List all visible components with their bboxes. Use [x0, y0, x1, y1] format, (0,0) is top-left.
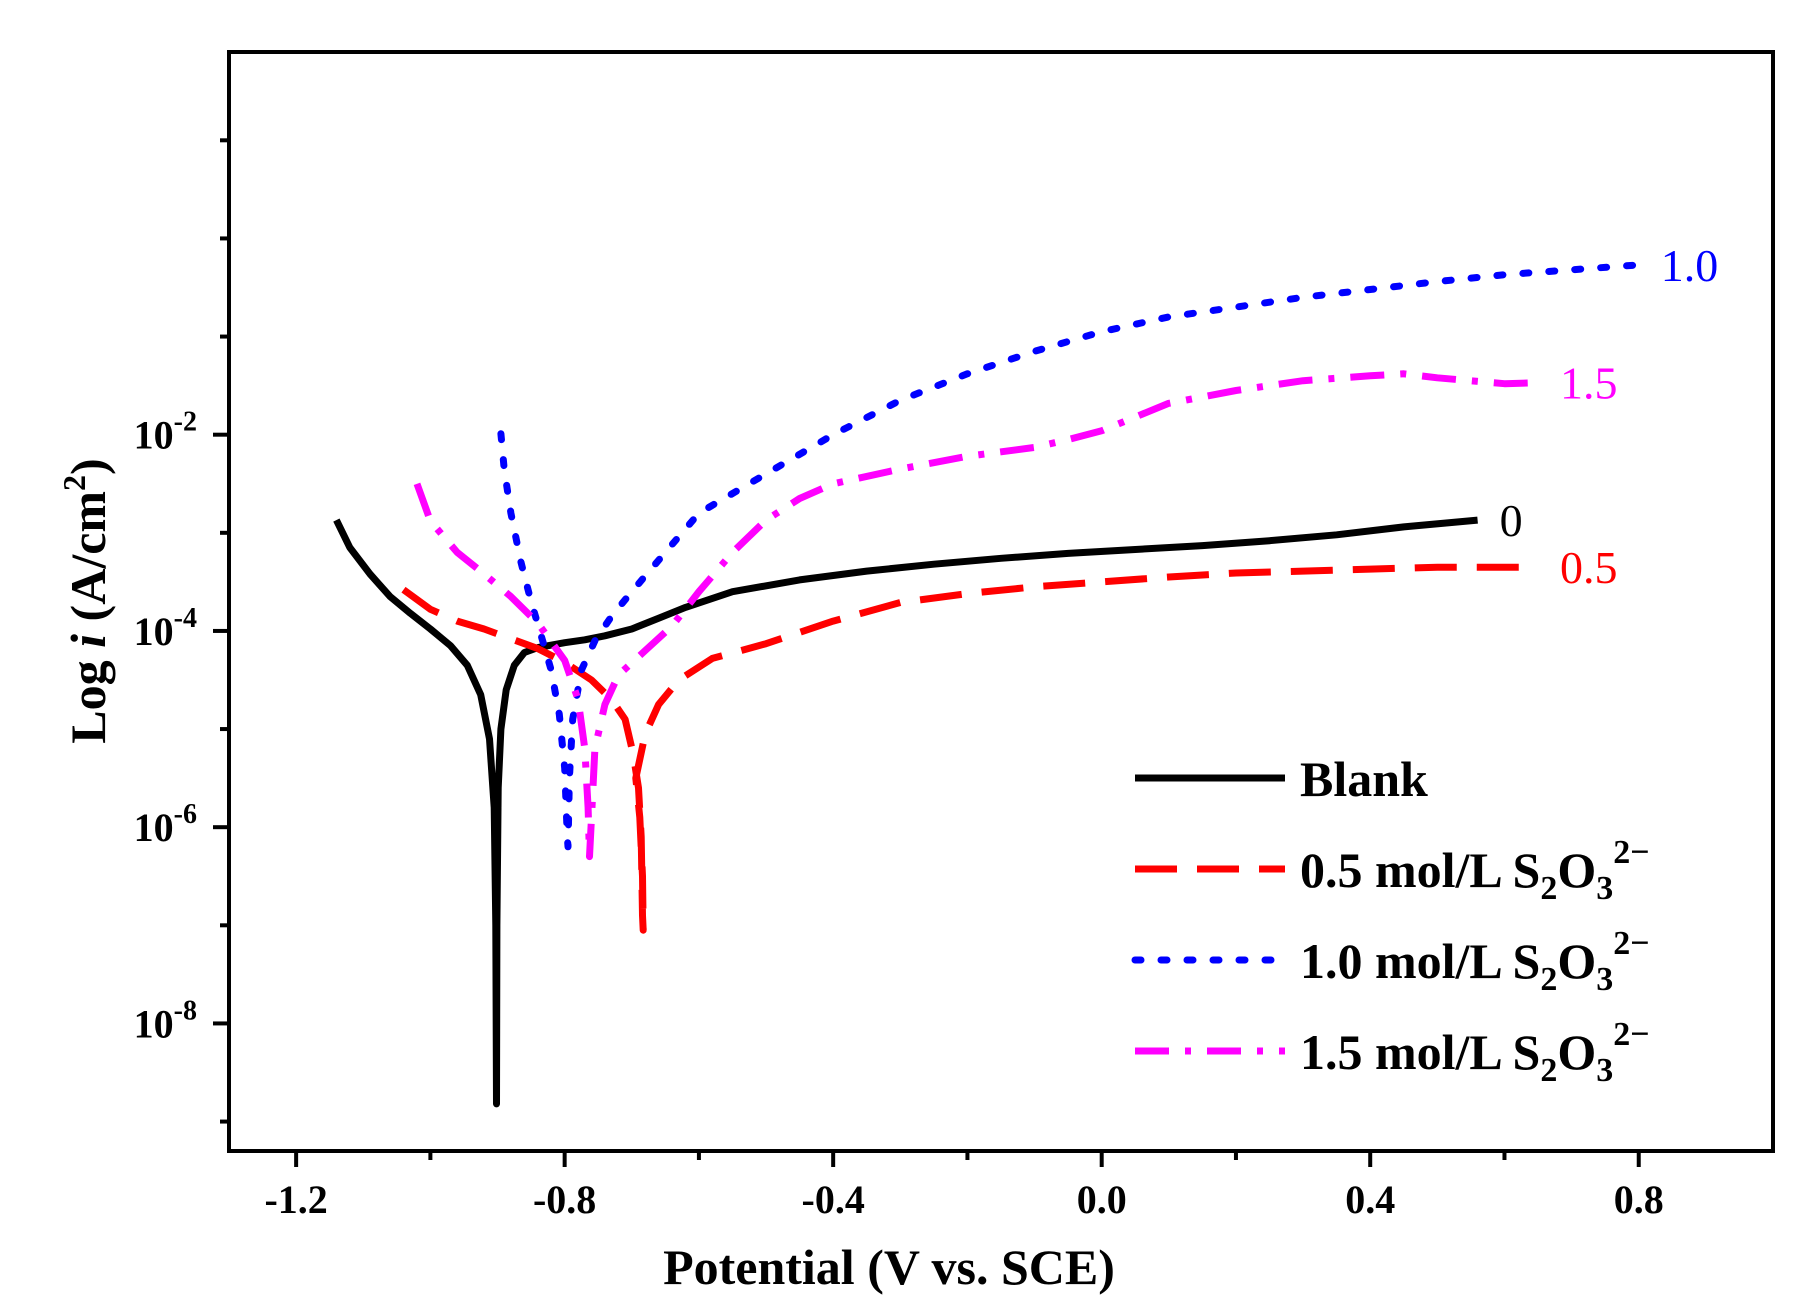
y-axis-title-close: ) — [60, 458, 116, 475]
legend-ion-charge: 2− — [1613, 1016, 1649, 1053]
y-tick-label: 10-6 — [134, 799, 197, 850]
axis-tick-labels: -1.2 -0.8 -0.4 0.0 0.4 0.810-210-410-610-8 — [134, 407, 1664, 1222]
y-axis-title-variable: i — [60, 634, 116, 648]
curve-end-labels: 0 0.5 1.0 1.5 — [1500, 240, 1719, 593]
legend-ion-subscript: 3 — [1596, 961, 1613, 998]
series-end-label-4: 1.5 — [1560, 358, 1618, 409]
series-end-label-3: 1.0 — [1661, 240, 1719, 291]
series-line-1 — [333, 516, 1478, 1108]
legend-label-text: 1.0 mol/L — [1300, 933, 1513, 989]
legend-ion-symbol: S — [1513, 933, 1541, 989]
legend-ion-symbol: S — [1513, 1024, 1541, 1080]
x-axis-title: Potential (V vs. SCE) — [663, 1239, 1115, 1295]
series-end-label-2: 0.5 — [1560, 542, 1618, 593]
x-tick-label: 0.4 — [1345, 1177, 1395, 1222]
legend-ion-symbol: S — [1513, 842, 1541, 898]
axis-ticks — [213, 138, 1641, 1167]
legend-label-1: Blank — [1300, 751, 1428, 807]
y-tick-label-exponent: -4 — [174, 603, 197, 634]
legend-ion-symbol: O — [1557, 933, 1596, 989]
legend-ion-charge: 2− — [1613, 834, 1649, 871]
legend-ion-subscript: 2 — [1540, 1052, 1557, 1089]
legend-label-4: 1.5 mol/L S2O32− — [1300, 1016, 1650, 1089]
y-tick-label-base: 10 — [134, 609, 174, 654]
x-tick-label: 0.8 — [1614, 1177, 1664, 1222]
y-axis-title-unit: (A/cm — [60, 491, 116, 634]
series-line-2 — [401, 563, 1538, 934]
series-line-4 — [413, 370, 1539, 861]
x-tick-label: -1.2 — [264, 1177, 327, 1222]
y-tick-label-base: 10 — [134, 805, 174, 850]
y-tick-label-exponent: -6 — [174, 799, 197, 830]
legend-ion-symbol: O — [1557, 842, 1596, 898]
legend-label-text: 1.5 mol/L — [1300, 1024, 1513, 1080]
legend-ion-subscript: 3 — [1596, 1052, 1613, 1089]
legend-label-text: 0.5 mol/L — [1300, 842, 1513, 898]
y-axis-title-prefix: Log — [60, 648, 116, 744]
x-tick-label: -0.8 — [533, 1177, 596, 1222]
y-tick-label: 10-4 — [134, 603, 197, 654]
legend-ion-subscript: 3 — [1596, 870, 1613, 907]
legend-ion-subscript: 2 — [1540, 870, 1557, 907]
x-tick-label: -0.4 — [802, 1177, 865, 1222]
y-axis-title: Log i (A/cm2) — [56, 458, 116, 743]
legend-ion-subscript: 2 — [1540, 961, 1557, 998]
y-axis-title-unit-exponent: 2 — [56, 475, 92, 491]
legend-label-text: Blank — [1300, 751, 1428, 807]
legend-ion-symbol: O — [1557, 1024, 1596, 1080]
series-layer — [333, 261, 1643, 1108]
y-tick-label-base: 10 — [134, 413, 174, 458]
y-tick-label-base: 10 — [134, 1001, 174, 1046]
x-tick-label: 0.0 — [1077, 1177, 1127, 1222]
series-end-label-1: 0 — [1500, 495, 1523, 546]
plot-frame — [227, 50, 1775, 1153]
legend-ion-charge: 2− — [1613, 925, 1649, 962]
legend-label-3: 1.0 mol/L S2O32− — [1300, 925, 1650, 998]
y-tick-label: 10-8 — [134, 995, 197, 1046]
legend-label-2: 0.5 mol/L S2O32− — [1300, 834, 1650, 907]
series-line-3 — [497, 261, 1643, 851]
y-tick-label-exponent: -8 — [174, 995, 197, 1026]
y-tick-label: 10-2 — [134, 407, 197, 458]
y-tick-label-exponent: -2 — [174, 407, 197, 438]
